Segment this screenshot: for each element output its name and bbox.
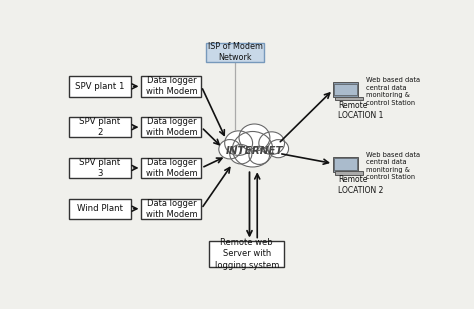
FancyBboxPatch shape bbox=[69, 117, 131, 137]
Text: SPV plant
2: SPV plant 2 bbox=[79, 117, 120, 137]
Text: Remote
LOCATION 1: Remote LOCATION 1 bbox=[338, 101, 384, 120]
FancyBboxPatch shape bbox=[335, 84, 356, 95]
Text: SPV plant 1: SPV plant 1 bbox=[75, 82, 125, 91]
Text: INTERNET: INTERNET bbox=[226, 146, 283, 156]
FancyBboxPatch shape bbox=[69, 198, 131, 219]
Text: Remote web
Server with
logging system: Remote web Server with logging system bbox=[215, 238, 279, 269]
Circle shape bbox=[219, 140, 241, 159]
FancyBboxPatch shape bbox=[209, 241, 284, 267]
Text: Wind Plant: Wind Plant bbox=[77, 204, 123, 213]
Circle shape bbox=[232, 132, 273, 167]
Circle shape bbox=[259, 132, 284, 154]
FancyBboxPatch shape bbox=[206, 43, 264, 62]
Text: Web based data
central data
monitoring &
control Station: Web based data central data monitoring &… bbox=[365, 77, 419, 106]
Circle shape bbox=[249, 146, 270, 164]
Text: ISP of Modem
Network: ISP of Modem Network bbox=[208, 42, 263, 62]
Text: SPV plant
3: SPV plant 3 bbox=[79, 158, 120, 178]
FancyBboxPatch shape bbox=[335, 159, 356, 170]
Text: Remote
LOCATION 2: Remote LOCATION 2 bbox=[338, 176, 384, 195]
Circle shape bbox=[239, 124, 270, 151]
FancyBboxPatch shape bbox=[69, 158, 131, 178]
Text: Data logger
with Modem: Data logger with Modem bbox=[146, 158, 197, 178]
FancyBboxPatch shape bbox=[335, 171, 363, 175]
Text: Web based data
central data
monitoring &
control Station: Web based data central data monitoring &… bbox=[365, 152, 419, 180]
FancyBboxPatch shape bbox=[333, 157, 358, 172]
FancyBboxPatch shape bbox=[141, 198, 201, 219]
Circle shape bbox=[230, 145, 252, 164]
FancyBboxPatch shape bbox=[335, 96, 363, 100]
Text: Data logger
with Modem: Data logger with Modem bbox=[146, 117, 197, 137]
Circle shape bbox=[268, 140, 289, 158]
Circle shape bbox=[225, 131, 253, 155]
FancyBboxPatch shape bbox=[141, 117, 201, 137]
Text: Data logger
with Modem: Data logger with Modem bbox=[146, 199, 197, 219]
FancyBboxPatch shape bbox=[141, 158, 201, 178]
FancyBboxPatch shape bbox=[69, 76, 131, 96]
FancyBboxPatch shape bbox=[333, 82, 358, 97]
FancyBboxPatch shape bbox=[141, 76, 201, 96]
Text: Data logger
with Modem: Data logger with Modem bbox=[146, 76, 197, 96]
